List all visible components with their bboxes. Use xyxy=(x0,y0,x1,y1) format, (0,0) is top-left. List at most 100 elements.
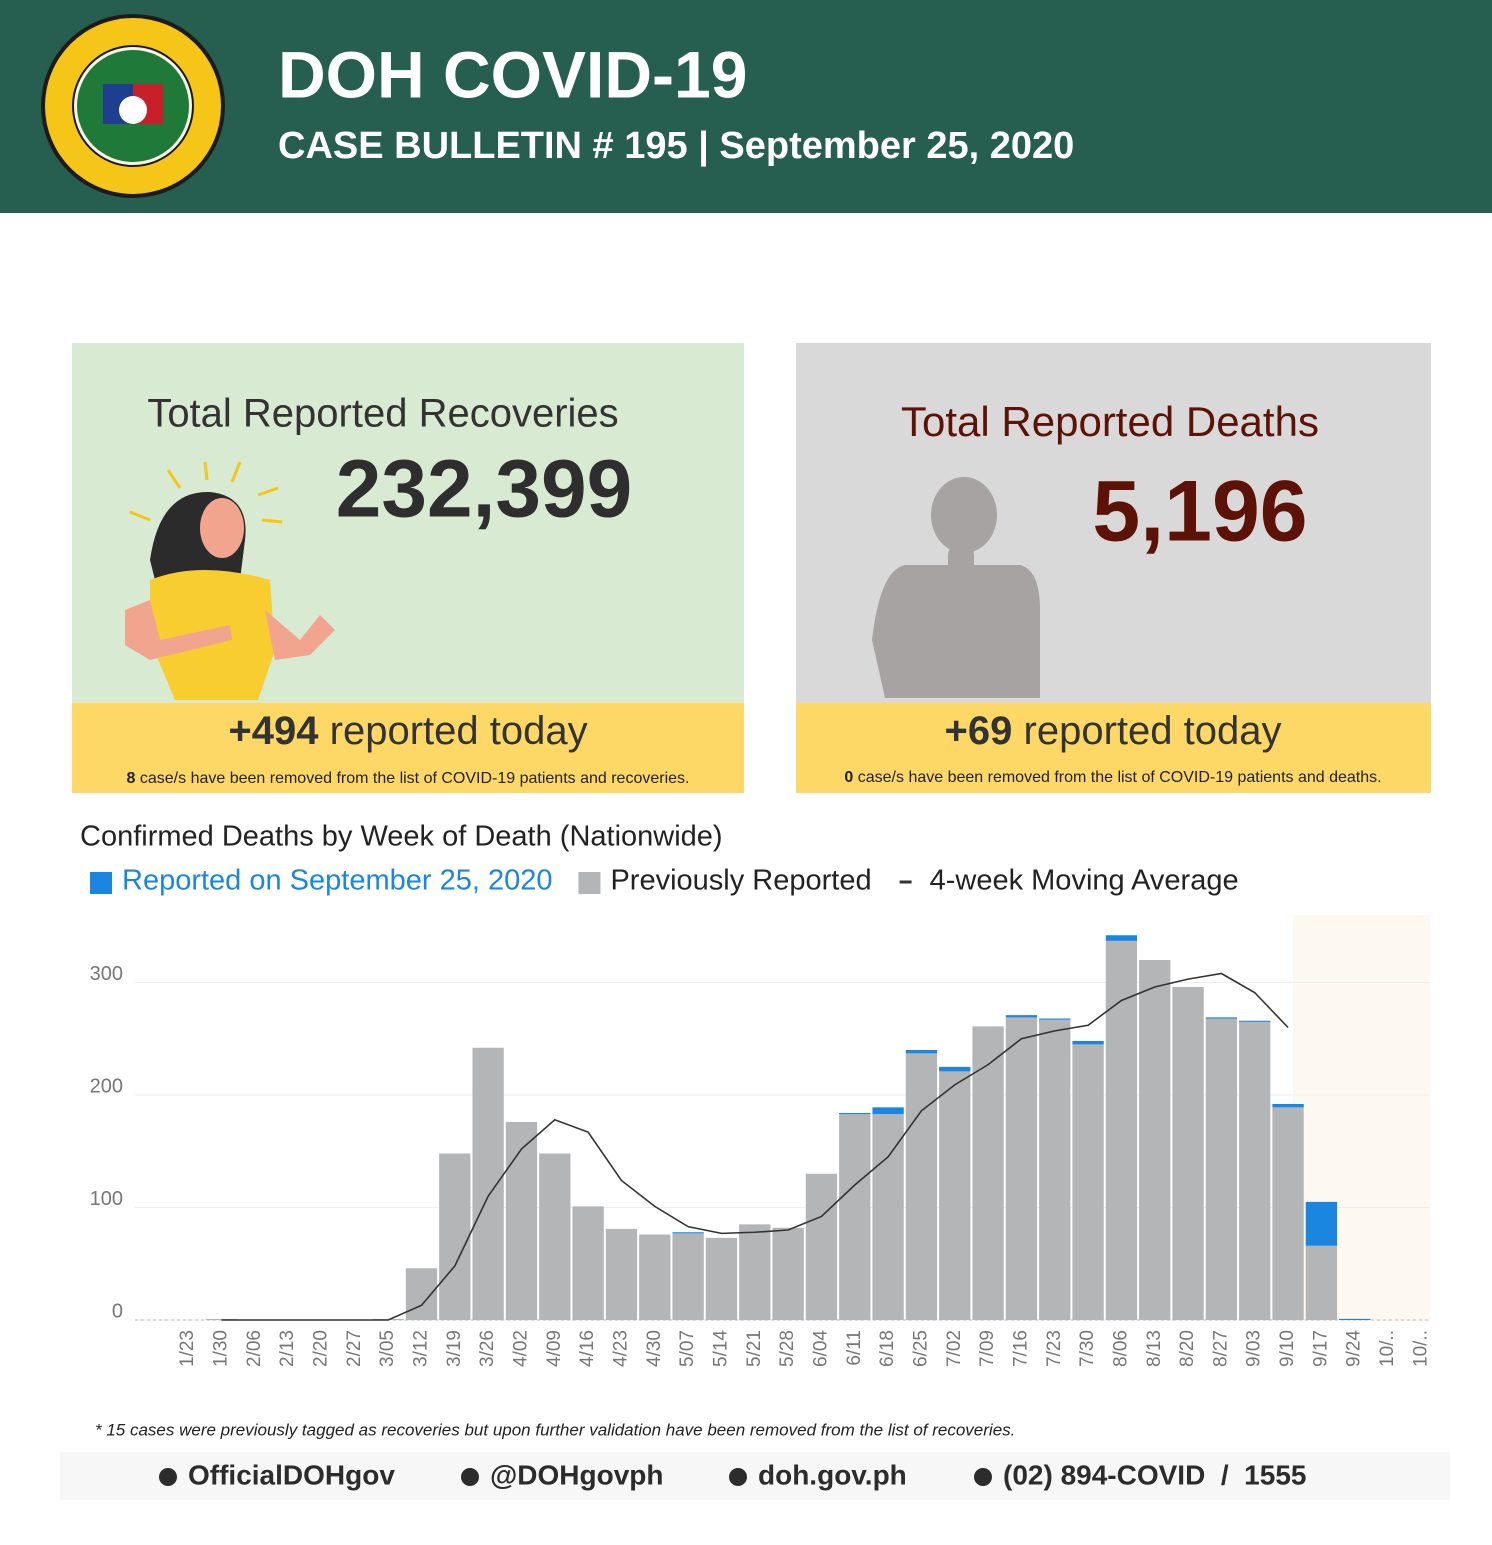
doh-logo xyxy=(41,14,225,198)
deaths-today: +69 reported today xyxy=(945,709,1282,753)
bar xyxy=(439,1153,471,1320)
x-tick-label: 1/30 xyxy=(211,1330,232,1367)
bar xyxy=(1272,1104,1304,1108)
recoveries-removed-text: case/s have been removed from the list o… xyxy=(140,770,690,787)
deaths-footer xyxy=(796,703,1431,793)
header-subtitle: CASE BULLETIN # 195 | September 25, 2020 xyxy=(278,125,1074,167)
bar xyxy=(405,1268,438,1320)
x-tick-label: 2/20 xyxy=(311,1330,332,1367)
recovered-person-illustration xyxy=(125,461,335,700)
bar xyxy=(1305,1201,1338,1246)
bar xyxy=(572,1206,604,1320)
bar xyxy=(539,1153,571,1320)
bar xyxy=(1139,960,1171,1320)
deaths-removed: 0 case/s have been removed from the list… xyxy=(844,769,1381,786)
bar xyxy=(672,1232,704,1234)
recoveries-footer xyxy=(72,703,744,793)
x-tick-label: 4/23 xyxy=(610,1330,631,1367)
y-tick-label: 0 xyxy=(112,1300,123,1322)
recoveries-title: Total Reported Recoveries xyxy=(147,392,618,436)
legend-label: Reported on September 25, 2020 xyxy=(122,865,552,897)
bar xyxy=(805,1173,838,1320)
header-bar xyxy=(0,0,1492,213)
bar xyxy=(605,1228,638,1320)
x-tick-label: 10/.. xyxy=(1410,1330,1431,1367)
x-tick-label: 9/17 xyxy=(1310,1330,1331,1367)
bar xyxy=(1239,1021,1271,1320)
x-tick-label: 2/27 xyxy=(344,1330,365,1367)
x-tick-label: 6/18 xyxy=(877,1330,898,1367)
bar xyxy=(1339,1318,1371,1320)
x-tick-label: 6/04 xyxy=(810,1330,831,1367)
bar xyxy=(905,1053,938,1320)
bar xyxy=(939,1071,971,1320)
bar xyxy=(1205,1017,1238,1019)
footer-item: @DOHgovph xyxy=(490,1459,664,1490)
bar xyxy=(1072,1041,1104,1045)
recoveries-today-count: +494 xyxy=(228,709,319,753)
bar xyxy=(1039,1019,1071,1320)
footer-icon xyxy=(159,1468,177,1486)
x-tick-label: 7/09 xyxy=(977,1330,998,1367)
deaths-title: Total Reported Deaths xyxy=(901,398,1319,445)
moving-average-line xyxy=(221,972,1289,1321)
bar xyxy=(639,1234,671,1320)
x-tick-label: 4/09 xyxy=(544,1330,565,1367)
bar xyxy=(772,1227,804,1320)
bar xyxy=(872,1107,904,1115)
recoveries-today: +494 reported today xyxy=(228,709,587,753)
x-tick-label: 7/30 xyxy=(1077,1330,1098,1367)
footer-item: OfficialDOHgov xyxy=(188,1459,395,1490)
bar xyxy=(839,1114,871,1320)
bar xyxy=(1105,940,1138,1320)
bar xyxy=(705,1237,738,1320)
x-tick-label: 2/13 xyxy=(277,1330,298,1367)
x-tick-label: 9/10 xyxy=(1277,1330,1298,1367)
bar xyxy=(1272,1107,1304,1320)
legend-swatch xyxy=(90,872,112,894)
recoveries-removed-count: 8 xyxy=(127,770,136,787)
bar xyxy=(1005,1015,1038,1018)
x-tick-label: 8/27 xyxy=(1210,1330,1231,1367)
legend-label: 4-week Moving Average xyxy=(930,865,1239,897)
x-tick-label: 9/03 xyxy=(1244,1330,1265,1367)
deaths-removed-text: case/s have been removed from the list o… xyxy=(858,769,1382,786)
deaths-today-count: +69 xyxy=(945,709,1013,753)
deceased-person-illustration xyxy=(872,477,1040,698)
x-tick-label: 7/16 xyxy=(1010,1330,1031,1367)
x-tick-label: 5/28 xyxy=(777,1330,798,1367)
x-tick-label: 5/21 xyxy=(744,1330,765,1367)
footer-item: doh.gov.ph xyxy=(758,1459,907,1490)
footer-bar xyxy=(60,1452,1450,1500)
legend: Reported on September 25, 2020 Previously… xyxy=(90,865,1239,897)
recoveries-today-text: reported today xyxy=(330,709,588,753)
recoveries-removed: 8 case/s have been removed from the list… xyxy=(127,770,690,787)
x-tick-label: 9/24 xyxy=(1344,1330,1365,1367)
x-tick-label: 3/26 xyxy=(477,1330,498,1367)
x-tick-label: 4/16 xyxy=(577,1330,598,1367)
x-tick-label: 6/11 xyxy=(844,1330,865,1366)
bar xyxy=(1305,1245,1338,1320)
x-tick-label: 3/19 xyxy=(444,1330,465,1367)
x-tick-label: 5/14 xyxy=(710,1330,731,1367)
footer-icon xyxy=(729,1468,747,1486)
chart-title: Confirmed Deaths by Week of Death (Natio… xyxy=(80,821,723,853)
bar xyxy=(472,1047,504,1320)
x-tick-label: 3/05 xyxy=(377,1330,398,1367)
x-tick-label: 7/02 xyxy=(944,1330,965,1367)
footnote: * 15 cases were previously tagged as rec… xyxy=(95,1420,1015,1439)
footer-item: (02) 894-COVID / 1555 xyxy=(1003,1459,1306,1490)
bar xyxy=(905,1050,938,1054)
header-title: DOH COVID-19 xyxy=(278,37,747,111)
x-tick-label: 5/07 xyxy=(677,1330,698,1367)
x-tick-label: 8/06 xyxy=(1110,1330,1131,1367)
bar xyxy=(1239,1020,1271,1022)
footer-icon xyxy=(974,1468,992,1486)
bar xyxy=(1072,1044,1104,1320)
x-tick-label: 4/30 xyxy=(644,1330,665,1367)
footer: OfficialDOHgov @DOHgovph doh.gov.ph (02) 89… xyxy=(159,1459,1306,1490)
x-tick-label: 2/06 xyxy=(244,1330,265,1367)
x-tick-label: 6/25 xyxy=(910,1330,931,1367)
bar xyxy=(1205,1018,1238,1320)
